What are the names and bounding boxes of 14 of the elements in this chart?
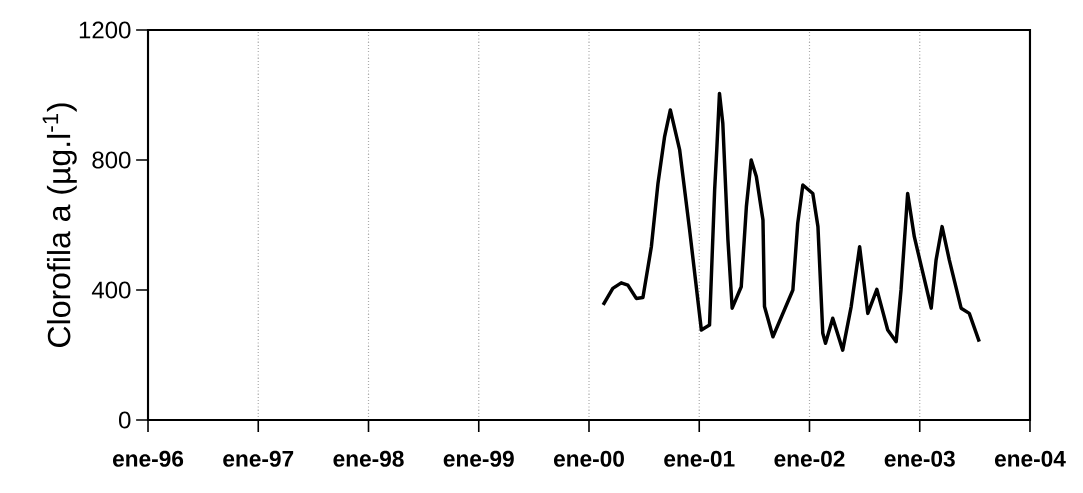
y-tick-label: 800 bbox=[92, 151, 131, 169]
x-tick-label: ene-97 bbox=[223, 450, 294, 467]
y-axis-title: Clorofila a (µg.l$^{-1}$) bbox=[42, 103, 77, 347]
y-tick-label: 0 bbox=[119, 411, 131, 429]
x-tick-label: ene-04 bbox=[994, 450, 1066, 467]
x-tick-label: ene-98 bbox=[333, 450, 404, 467]
x-tick-label: ene-01 bbox=[664, 450, 735, 467]
x-tick-label: ene-03 bbox=[884, 450, 955, 467]
x-tick-label: ene-99 bbox=[443, 450, 514, 467]
x-tick-label: ene-00 bbox=[553, 450, 624, 467]
y-tick-label: 400 bbox=[91, 281, 131, 299]
x-tick-label: ene-02 bbox=[774, 450, 845, 467]
y-tick-label: 1200 bbox=[79, 21, 131, 39]
x-tick-label: ene-96 bbox=[112, 450, 184, 467]
